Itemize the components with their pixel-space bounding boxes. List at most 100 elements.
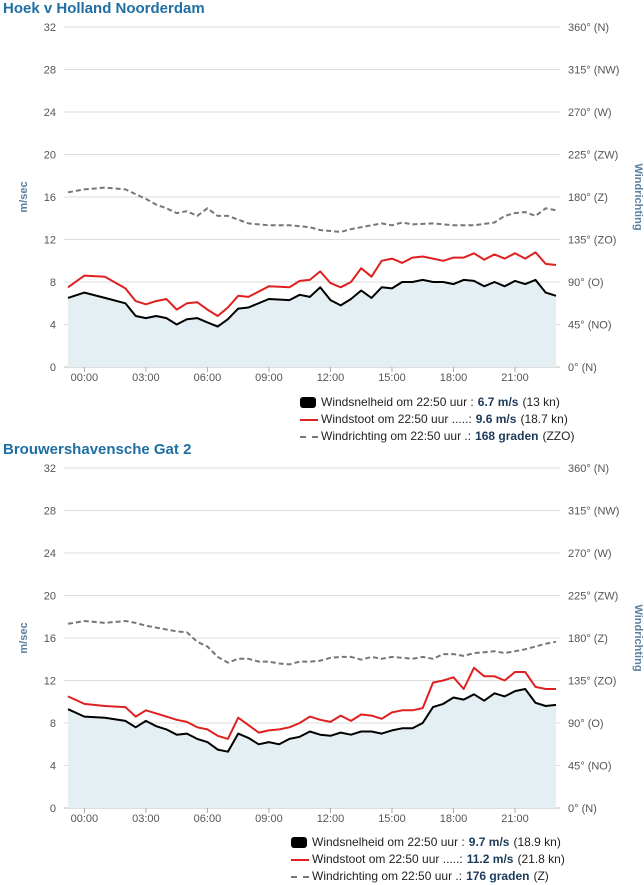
- y-tick-label: 0: [50, 362, 56, 374]
- legend-item-windsnelheid[interactable]: Windsnelheid om 22:50 uur :9.7 m/s (18.9 …: [291, 834, 565, 851]
- legend-item-windrichting[interactable]: Windrichting om 22:50 uur .: 168 graden (Z…: [300, 428, 574, 445]
- legend-item-windsnelheid[interactable]: Windsnelheid om 22:50 uur :6.7 m/s (13 kn…: [300, 394, 574, 411]
- legend-symbol-red-line: [300, 414, 318, 426]
- legend-item-windstoot[interactable]: Windstoot om 22:50 uur .....: 11.2 m/s (21…: [291, 851, 565, 868]
- legend-symbol-area: [300, 396, 318, 409]
- y2-tick-label: 0° (N): [568, 362, 597, 374]
- legend-extra: (13 kn): [522, 395, 560, 410]
- series-line-windsnelheid: [67, 278, 557, 328]
- y2-tick-label: 135° (ZO): [568, 235, 616, 247]
- y2-tick-label: 315° (NW): [568, 65, 619, 77]
- y-tick-label: 8: [50, 277, 56, 289]
- chart-panel-brouwershavensche-gat: Brouwershavensche Gat 2 0 0° (N) 4 45° (NO)…: [0, 441, 644, 883]
- y2-tick-label: 90° (O): [568, 718, 604, 730]
- legend-extra: (18.7 kn): [520, 412, 568, 427]
- legend-label: Windstoot om 22:50 uur .....:: [321, 412, 472, 427]
- series-line-windsnelheid: [67, 688, 557, 753]
- y-tick-label: 4: [50, 761, 56, 773]
- y2-tick-label: 360° (N): [568, 22, 609, 34]
- y2-axis-title: Windrichting: [632, 604, 644, 671]
- y2-tick-label: 360° (N): [568, 463, 609, 475]
- y2-tick-label: 0° (N): [568, 803, 597, 815]
- legend-value: 11.2 m/s: [466, 852, 514, 867]
- y-tick-label: 32: [44, 463, 56, 475]
- y-tick-label: 16: [44, 633, 56, 645]
- x-tick-label: 03:00: [132, 372, 160, 384]
- y2-tick-label: 270° (W): [568, 107, 612, 119]
- y-tick-label: 12: [44, 235, 56, 247]
- x-tick-label: 12:00: [317, 372, 345, 384]
- legend-extra: (Z): [533, 869, 549, 884]
- legend-value: 9.7 m/s: [468, 835, 510, 850]
- legend-label: Windsnelheid om 22:50 uur :: [321, 395, 474, 410]
- wind-chart: 0 0° (N) 4 45° (NO) 8 90° (O) 12 135° (ZO) 16 180…: [18, 22, 644, 384]
- x-tick-label: 06:00: [194, 372, 222, 384]
- x-tick-label: 18:00: [440, 372, 468, 384]
- legend-value: 168 graden: [475, 429, 539, 444]
- legend-item-windstoot[interactable]: Windstoot om 22:50 uur .....: 9.6 m/s (18.…: [300, 411, 574, 428]
- legend-label: Windrichting om 22:50 uur .:: [312, 869, 463, 884]
- y-tick-label: 28: [44, 65, 56, 77]
- y-tick-label: 16: [44, 192, 56, 204]
- legend-symbol-area: [291, 836, 309, 849]
- x-tick-label: 12:00: [317, 813, 345, 825]
- y2-tick-label: 135° (ZO): [568, 676, 616, 688]
- legend-label: Windrichting om 22:50 uur .:: [321, 429, 472, 444]
- y-tick-label: 24: [44, 107, 56, 119]
- y2-tick-label: 45° (NO): [568, 761, 612, 773]
- y2-tick-label: 90° (O): [568, 277, 604, 289]
- x-tick-label: 15:00: [378, 813, 406, 825]
- legend-value: 176 graden: [466, 869, 530, 884]
- legend-label: Windstoot om 22:50 uur .....:: [312, 852, 463, 867]
- y-tick-label: 32: [44, 22, 56, 34]
- x-tick-label: 21:00: [501, 813, 529, 825]
- y-tick-label: 24: [44, 548, 56, 560]
- series-line-windrichting: [67, 620, 557, 666]
- chart-legend: Windsnelheid om 22:50 uur :9.7 m/s (18.9 …: [291, 834, 565, 885]
- wind-chart: 0 0° (N) 4 45° (NO) 8 90° (O) 12 135° (ZO) 16 180…: [18, 463, 644, 825]
- legend-extra: (21.8 kn): [517, 852, 565, 867]
- y-axis-title: m/sec: [18, 622, 30, 653]
- x-tick-label: 00:00: [71, 372, 99, 384]
- y-tick-label: 4: [50, 320, 56, 332]
- legend-symbol-dashed-line: [291, 871, 309, 883]
- y2-tick-label: 180° (Z): [568, 633, 608, 645]
- chart-panel-hoek-v-holland: Hoek v Holland Noorderdam 0 0° (N) 4 45° (N…: [3, 0, 644, 445]
- series-line-windrichting: [67, 186, 557, 233]
- y2-tick-label: 315° (NW): [568, 506, 619, 518]
- y-tick-label: 8: [50, 718, 56, 730]
- x-tick-label: 21:00: [501, 372, 529, 384]
- x-tick-label: 06:00: [194, 813, 222, 825]
- legend-value: 6.7 m/s: [477, 395, 519, 410]
- chart-title: Brouwershavensche Gat 2: [3, 441, 192, 458]
- y2-tick-label: 180° (Z): [568, 192, 608, 204]
- legend-extra: (ZZO): [542, 429, 575, 444]
- y2-tick-label: 225° (ZW): [568, 150, 618, 162]
- legend-label: Windsnelheid om 22:50 uur :: [312, 835, 465, 850]
- series-area-fill: [68, 689, 556, 808]
- y2-tick-label: 45° (NO): [568, 320, 612, 332]
- y-tick-label: 12: [44, 676, 56, 688]
- x-tick-label: 09:00: [255, 813, 283, 825]
- x-tick-label: 18:00: [440, 813, 468, 825]
- series-line-windstoot: [67, 251, 557, 317]
- legend-extra: (18.9 kn): [513, 835, 561, 850]
- x-tick-label: 00:00: [71, 813, 99, 825]
- series-area-fill: [68, 279, 556, 367]
- legend-value: 9.6 m/s: [475, 412, 517, 427]
- x-tick-label: 03:00: [132, 813, 160, 825]
- x-tick-label: 15:00: [378, 372, 406, 384]
- x-tick-label: 09:00: [255, 372, 283, 384]
- legend-symbol-red-line: [291, 854, 309, 866]
- y2-axis-title: Windrichting: [632, 163, 644, 230]
- y-tick-label: 28: [44, 506, 56, 518]
- y-tick-label: 0: [50, 803, 56, 815]
- y-tick-label: 20: [44, 150, 56, 162]
- y2-tick-label: 270° (W): [568, 548, 612, 560]
- y-axis-title: m/sec: [18, 181, 30, 212]
- y2-tick-label: 225° (ZW): [568, 591, 618, 603]
- chart-title: Hoek v Holland Noorderdam: [3, 0, 205, 17]
- legend-item-windrichting[interactable]: Windrichting om 22:50 uur .: 176 graden (Z…: [291, 868, 565, 885]
- legend-symbol-dashed-line: [300, 431, 318, 443]
- series-line-windstoot: [67, 666, 556, 740]
